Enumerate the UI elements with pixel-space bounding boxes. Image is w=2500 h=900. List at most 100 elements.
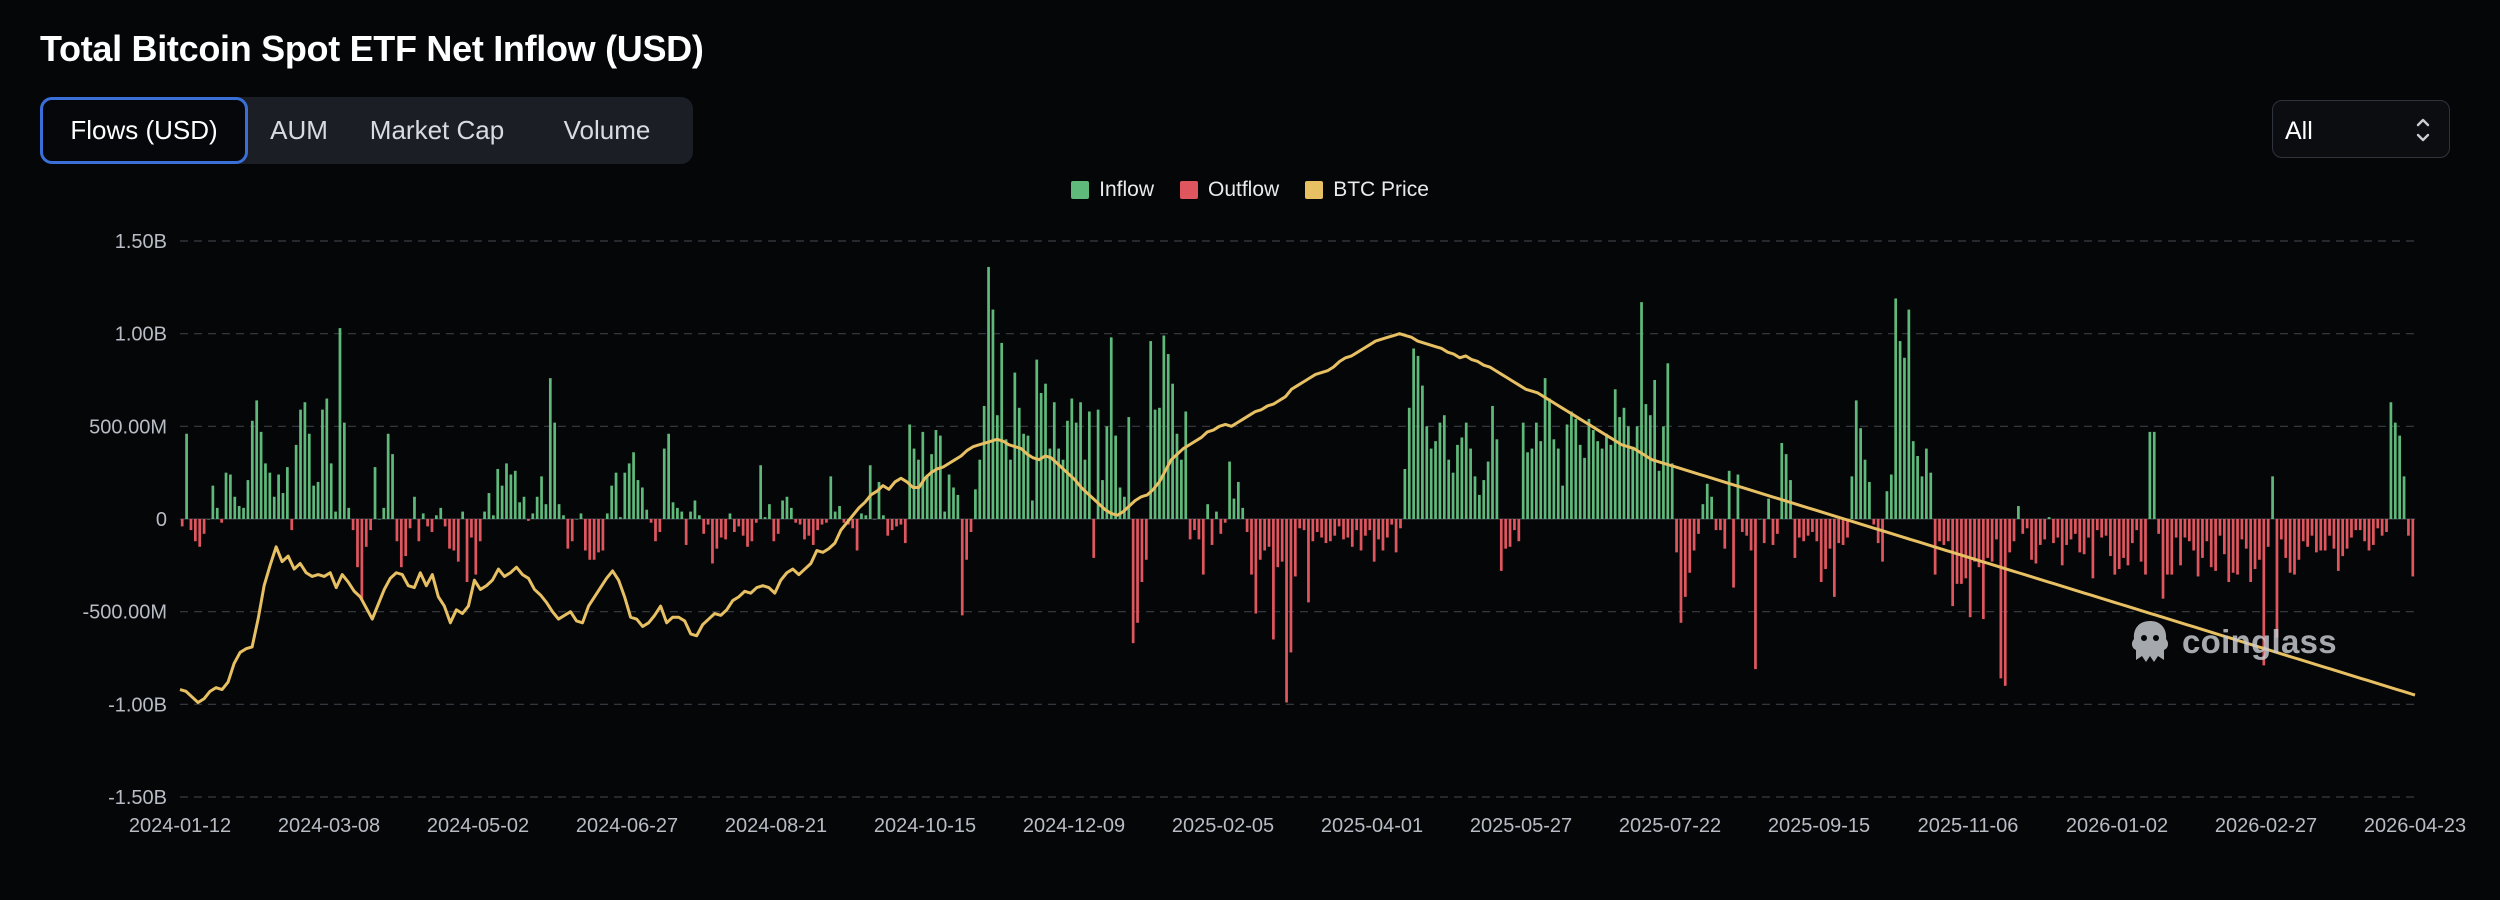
legend-item-outflow[interactable]: Outflow (1179, 178, 1279, 202)
outflow-bar (816, 519, 819, 531)
tab-volume[interactable]: Volume (563, 115, 651, 145)
inflow-bar (299, 409, 302, 519)
inflow-bar (562, 515, 565, 519)
inflow-bar (439, 507, 443, 519)
x-tick-label: 2024-05-02 (427, 815, 529, 837)
legend-item-inflow[interactable]: Inflow (1071, 178, 1154, 202)
inflow-bar (421, 513, 425, 519)
outflow-bar (1811, 519, 1814, 532)
legend-swatch-outflow (1179, 181, 1198, 199)
inflow-bar (1539, 441, 1543, 519)
outflow-bar (1219, 519, 1223, 534)
outflow-bar (1250, 519, 1253, 575)
inflow-bar (1109, 337, 1113, 519)
outflow-bar (527, 519, 530, 521)
outflow-bar (452, 519, 456, 551)
outflow-bar (1968, 519, 1972, 618)
legend-item-btc-price[interactable]: BTC Price (1305, 178, 1429, 202)
chart-x-ticks: 2024-01-12 2024-03-08 2024-05-02 2024-06-27… (129, 815, 2466, 837)
outflow-bar (1754, 519, 1757, 670)
inflow-bar (1429, 448, 1433, 519)
tab-flows-usd[interactable]: Flows (USD) (40, 97, 248, 164)
outflow-bar (1841, 519, 1845, 545)
outflow-bar (1517, 519, 1521, 542)
inflow-bar (952, 487, 955, 519)
inflow-bar (1587, 418, 1591, 519)
outflow-bar (1140, 519, 1144, 583)
x-tick-label: 2025-11-06 (1918, 815, 2019, 837)
inflow-bar (1241, 507, 1245, 519)
outflow-bar (1951, 519, 1955, 607)
inflow-bar (461, 511, 465, 519)
inflow-bar (1556, 448, 1560, 519)
outflow-bar (2060, 519, 2064, 566)
outflow-bar (2082, 519, 2086, 555)
outflow-bar (1342, 519, 1345, 540)
outflow-bar (2183, 519, 2187, 538)
inflow-bar (1004, 439, 1008, 519)
inflow-bar (1929, 472, 1933, 519)
inflow-bar (1644, 404, 1648, 519)
tab-market-cap[interactable]: Market Cap (369, 115, 505, 145)
outflow-bar (2161, 519, 2165, 599)
outflow-bar (1723, 519, 1727, 549)
outflow-bar (1302, 519, 1306, 531)
inflow-bar (829, 476, 833, 519)
inflow-bar (1907, 309, 1911, 519)
outflow-bar (2056, 519, 2060, 538)
outflow-bar (733, 519, 736, 532)
outflow-bar (2231, 519, 2235, 573)
inflow-bar (413, 496, 416, 519)
outflow-bar (1513, 519, 1516, 531)
outflow-bar (360, 519, 364, 599)
outflow-bar (2275, 519, 2279, 638)
outflow-bar (851, 519, 855, 529)
inflow-bar (1889, 474, 1893, 519)
tab-bar: Flows (USD) AUM Market Cap Volume (40, 97, 693, 164)
inflow-bar (500, 485, 504, 519)
inflow-bar (1903, 357, 1906, 519)
inflow-bar (676, 507, 679, 519)
inflow-bar (1407, 407, 1411, 519)
inflow-bar (1412, 348, 1415, 519)
outflow-bar (842, 519, 846, 523)
tab-aum[interactable]: AUM (270, 115, 328, 145)
inflow-bar (491, 515, 495, 519)
inflow-bar (1232, 498, 1236, 519)
inflow-bar (833, 511, 837, 519)
outflow-bar (1315, 519, 1319, 532)
outflow-bar (1289, 519, 1293, 653)
outflow-bar (2012, 519, 2016, 542)
inflow-bar (1530, 448, 1534, 519)
outflow-bar (1267, 519, 1271, 547)
chart-bars (180, 266, 2415, 703)
outflow-bar (1973, 519, 1976, 562)
outflow-bar (2052, 519, 2055, 544)
inflow-bar (662, 448, 666, 519)
outflow-bar (2087, 519, 2090, 538)
outflow-bar (649, 519, 653, 523)
inflow-bar (281, 493, 285, 519)
outflow-bar (2174, 519, 2178, 538)
inflow-bar (1850, 476, 1854, 519)
outflow-bar (886, 519, 890, 536)
outflow-bar (395, 519, 399, 542)
outflow-bar (1824, 519, 1827, 570)
outflow-bar (1802, 519, 1806, 542)
outflow-bar (2003, 519, 2007, 686)
outflow-bar (754, 519, 758, 523)
inflow-bar (1491, 405, 1494, 519)
inflow-bar (1543, 378, 1547, 519)
outflow-bar (2380, 519, 2384, 536)
inflow-bar (347, 507, 351, 519)
range-select[interactable]: All (2272, 100, 2450, 158)
outflow-bar (2262, 519, 2266, 666)
inflow-bar (1605, 433, 1608, 519)
inflow-bar (1000, 342, 1004, 519)
outflow-bar (711, 519, 714, 564)
outflow-bar (1399, 519, 1402, 529)
outflow-bar (2030, 519, 2033, 560)
inflow-bar (544, 504, 548, 519)
inflow-bar (250, 420, 254, 519)
inflow-bar (1031, 500, 1034, 519)
